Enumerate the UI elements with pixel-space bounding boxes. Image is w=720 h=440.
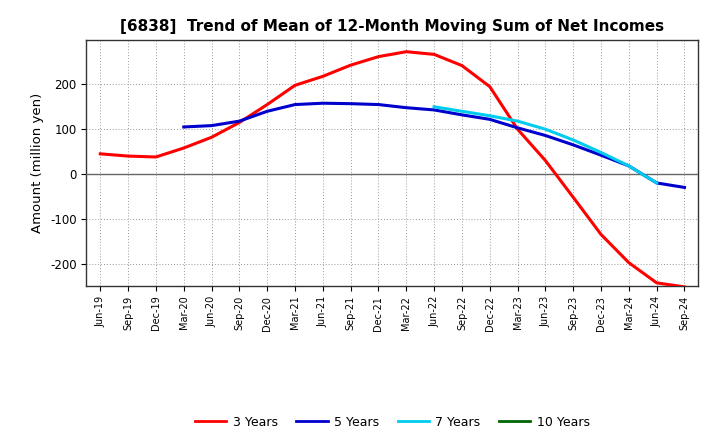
Title: [6838]  Trend of Mean of 12-Month Moving Sum of Net Incomes: [6838] Trend of Mean of 12-Month Moving … (120, 19, 665, 34)
Y-axis label: Amount (million yen): Amount (million yen) (32, 93, 45, 233)
Legend: 3 Years, 5 Years, 7 Years, 10 Years: 3 Years, 5 Years, 7 Years, 10 Years (190, 411, 595, 433)
